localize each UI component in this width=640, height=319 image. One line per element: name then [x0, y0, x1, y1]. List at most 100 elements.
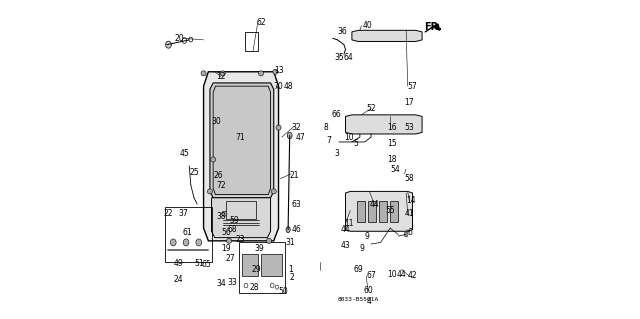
Text: 10: 10	[344, 133, 353, 142]
Text: 70: 70	[274, 82, 284, 91]
Text: 42: 42	[408, 271, 417, 280]
Polygon shape	[352, 30, 422, 41]
Text: 1: 1	[288, 265, 293, 274]
Text: 71: 71	[236, 133, 245, 142]
Text: 9: 9	[360, 244, 365, 253]
Text: 59: 59	[229, 216, 239, 225]
Text: 68: 68	[227, 225, 237, 234]
Text: 6: 6	[408, 228, 413, 237]
Text: 20: 20	[175, 34, 184, 43]
Text: 7: 7	[326, 136, 332, 145]
Text: 16: 16	[387, 123, 397, 132]
Text: 3: 3	[334, 149, 339, 158]
PathPatch shape	[210, 83, 274, 198]
Circle shape	[211, 157, 216, 162]
Text: 23: 23	[236, 235, 245, 244]
Text: 24: 24	[173, 275, 183, 284]
Text: FR.: FR.	[424, 22, 442, 32]
Text: 8: 8	[323, 123, 328, 132]
Text: 54: 54	[390, 165, 400, 174]
Bar	[356, 201, 365, 222]
Ellipse shape	[404, 232, 408, 237]
Polygon shape	[346, 115, 422, 134]
Text: 57: 57	[408, 82, 417, 91]
Bar	[226, 201, 256, 219]
Circle shape	[207, 189, 212, 194]
Text: 8033-B5501A: 8033-B5501A	[337, 297, 379, 302]
Bar	[242, 254, 258, 276]
Text: 25: 25	[189, 168, 199, 177]
Ellipse shape	[166, 41, 172, 48]
Text: 44: 44	[397, 270, 406, 279]
Bar	[368, 201, 376, 222]
Bar	[245, 32, 258, 51]
Text: 69: 69	[353, 265, 364, 274]
Bar	[261, 254, 282, 276]
Text: 67: 67	[366, 271, 376, 280]
Text: 33: 33	[227, 278, 237, 287]
Circle shape	[227, 238, 232, 243]
Text: 37: 37	[178, 209, 188, 218]
Text: 2: 2	[290, 273, 294, 282]
Circle shape	[271, 189, 276, 194]
Text: 63: 63	[291, 200, 301, 209]
Bar	[239, 242, 285, 293]
Circle shape	[220, 71, 225, 76]
Text: 43: 43	[340, 241, 351, 250]
Bar	[165, 207, 212, 262]
Text: 50: 50	[278, 287, 288, 296]
Text: 53: 53	[404, 123, 414, 132]
Text: 5: 5	[353, 139, 358, 148]
Text: 31: 31	[285, 238, 294, 247]
Text: 47: 47	[296, 133, 306, 142]
Text: 26: 26	[213, 171, 223, 180]
Text: 41: 41	[404, 209, 414, 218]
Circle shape	[276, 125, 281, 130]
PathPatch shape	[212, 198, 271, 238]
Text: 38: 38	[216, 212, 226, 221]
Text: 34: 34	[216, 279, 226, 288]
Text: 15: 15	[387, 139, 397, 148]
Text: 17: 17	[404, 98, 414, 107]
Text: 44: 44	[369, 200, 379, 209]
Circle shape	[221, 211, 227, 216]
Ellipse shape	[196, 239, 202, 246]
Text: 40: 40	[363, 21, 373, 30]
Text: 29: 29	[252, 265, 261, 274]
Ellipse shape	[183, 239, 189, 246]
Text: 46: 46	[291, 225, 301, 234]
Text: 27: 27	[226, 254, 236, 263]
Text: 51: 51	[194, 259, 204, 268]
Text: 48: 48	[284, 82, 293, 91]
Text: 21: 21	[290, 171, 299, 180]
Text: 60: 60	[363, 286, 373, 295]
Text: 4: 4	[366, 297, 371, 306]
Text: 56: 56	[221, 228, 231, 237]
PathPatch shape	[204, 72, 278, 241]
Text: 9: 9	[365, 232, 369, 241]
Text: 13: 13	[274, 66, 284, 75]
Text: 52: 52	[366, 104, 376, 113]
Text: 30: 30	[212, 117, 221, 126]
Circle shape	[259, 71, 264, 76]
Bar	[379, 201, 387, 222]
Text: 22: 22	[164, 209, 173, 218]
Text: 35: 35	[334, 53, 344, 62]
Text: 64: 64	[344, 53, 354, 62]
Text: 55: 55	[385, 206, 395, 215]
Text: 61: 61	[183, 228, 193, 237]
Text: 11: 11	[344, 219, 353, 228]
Circle shape	[266, 238, 271, 243]
Text: 12: 12	[216, 72, 226, 81]
Text: 14: 14	[406, 197, 416, 205]
Polygon shape	[346, 191, 413, 231]
Circle shape	[201, 71, 206, 76]
Ellipse shape	[286, 227, 290, 233]
Text: 45: 45	[180, 149, 189, 158]
Text: 19: 19	[221, 244, 231, 253]
Text: 62: 62	[256, 18, 266, 27]
Polygon shape	[433, 24, 440, 30]
Text: 39: 39	[255, 244, 264, 253]
Ellipse shape	[287, 132, 292, 139]
Text: 65: 65	[202, 260, 212, 269]
